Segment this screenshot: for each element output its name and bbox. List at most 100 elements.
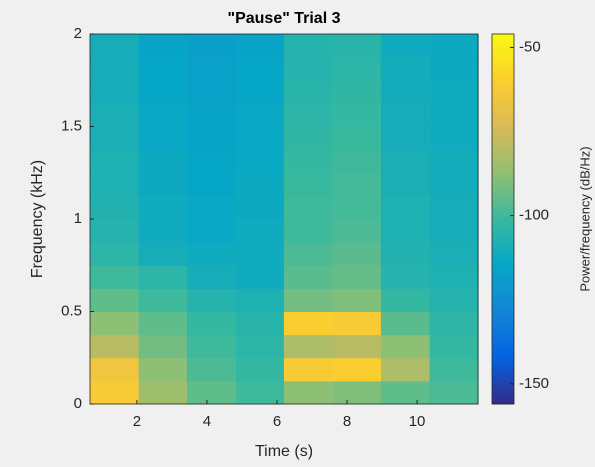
heatmap-cell bbox=[429, 34, 479, 58]
heatmap-cell bbox=[186, 288, 236, 312]
heatmap-cell bbox=[89, 288, 139, 312]
heatmap-cell bbox=[283, 172, 333, 197]
colorbar-segment bbox=[492, 176, 514, 179]
colorbar-segment bbox=[492, 272, 514, 275]
colorbar-segment bbox=[492, 220, 514, 223]
heatmap-cell bbox=[332, 357, 382, 382]
colorbar-segment bbox=[492, 134, 514, 137]
heatmap-cell bbox=[235, 265, 285, 289]
colorbar-segment bbox=[492, 88, 514, 91]
heatmap-cell bbox=[429, 288, 479, 312]
colorbar-segment bbox=[492, 104, 514, 107]
heatmap-cell bbox=[332, 172, 382, 197]
heatmap-cell bbox=[332, 103, 382, 127]
heatmap-cell bbox=[89, 242, 139, 266]
heatmap-cell bbox=[283, 80, 333, 104]
colorbar-segment bbox=[492, 300, 514, 303]
colorbar-segment bbox=[492, 228, 514, 231]
heatmap-cell bbox=[380, 126, 430, 151]
y-tick-label: 0 bbox=[74, 395, 82, 412]
colorbar-segment bbox=[492, 354, 514, 357]
heatmap-cell bbox=[89, 311, 139, 336]
colorbar-segment bbox=[492, 264, 514, 267]
colorbar-segment bbox=[492, 292, 514, 295]
colorbar-segment bbox=[492, 130, 514, 133]
colorbar-segment bbox=[492, 308, 514, 311]
colorbar-segment bbox=[492, 40, 514, 43]
colorbar-segment bbox=[492, 374, 514, 377]
heatmap-cell bbox=[138, 103, 188, 127]
heatmap-cell bbox=[138, 172, 188, 197]
colorbar-segment bbox=[492, 378, 514, 381]
heatmap-cell bbox=[138, 288, 188, 312]
colorbar-segment bbox=[492, 162, 514, 165]
heatmap-cell bbox=[89, 80, 139, 104]
heatmap-cell bbox=[429, 311, 479, 336]
heatmap-cell bbox=[89, 172, 139, 197]
colorbar-segment bbox=[492, 118, 514, 121]
colorbar-segment bbox=[492, 326, 514, 329]
colorbar-segment bbox=[492, 48, 514, 51]
colorbar-segment bbox=[492, 346, 514, 349]
heatmap-cell bbox=[283, 103, 333, 127]
colorbar-segment bbox=[492, 144, 514, 147]
heatmap-cell bbox=[332, 380, 382, 405]
heatmap-cell bbox=[235, 172, 285, 197]
x-axis-label: Time (s) bbox=[255, 443, 313, 460]
heatmap-cell bbox=[380, 219, 430, 243]
heatmap-cell bbox=[380, 80, 430, 104]
colorbar-segment bbox=[492, 320, 514, 323]
colorbar-segment bbox=[492, 386, 514, 389]
heatmap-cell bbox=[235, 357, 285, 382]
heatmap-cell bbox=[235, 34, 285, 58]
chart-title: "Pause" Trial 3 bbox=[227, 10, 340, 27]
colorbar-segment bbox=[492, 352, 514, 355]
colorbar-segment bbox=[492, 252, 514, 255]
colorbar-segment bbox=[492, 206, 514, 209]
colorbar-segment bbox=[492, 356, 514, 359]
heatmap-cell bbox=[332, 311, 382, 336]
colorbar-segment bbox=[492, 148, 514, 151]
colorbar-segment bbox=[492, 150, 514, 153]
heatmap-cell bbox=[89, 334, 139, 359]
heatmap-cell bbox=[89, 357, 139, 382]
colorbar-segment bbox=[492, 160, 514, 163]
colorbar-segment bbox=[492, 98, 514, 101]
colorbar-segment bbox=[492, 84, 514, 87]
colorbar-segment bbox=[492, 364, 514, 367]
colorbar-segment bbox=[492, 172, 514, 175]
colorbar-segment bbox=[492, 312, 514, 315]
colorbar-segment bbox=[492, 376, 514, 379]
colorbar-segment bbox=[492, 256, 514, 259]
colorbar-segment bbox=[492, 132, 514, 135]
heatmap-cell bbox=[332, 219, 382, 243]
colorbar-segment bbox=[492, 310, 514, 313]
heatmap-cell bbox=[429, 57, 479, 81]
colorbar-segment bbox=[492, 240, 514, 243]
heatmap-cell bbox=[283, 242, 333, 266]
x-tick-label: 6 bbox=[273, 413, 281, 430]
heatmap-cell bbox=[283, 380, 333, 405]
heatmap-cell bbox=[429, 149, 479, 174]
colorbar-segment bbox=[492, 334, 514, 337]
heatmap-cell bbox=[186, 265, 236, 289]
heatmap-cell bbox=[332, 57, 382, 81]
colorbar-segment bbox=[492, 212, 514, 215]
y-tick-label: 1.5 bbox=[61, 117, 82, 134]
heatmap-cell bbox=[235, 242, 285, 266]
colorbar-segment bbox=[492, 46, 514, 49]
heatmap-cell bbox=[283, 334, 333, 359]
colorbar-segment bbox=[492, 214, 514, 217]
colorbar-segment bbox=[492, 182, 514, 185]
heatmap-cell bbox=[283, 311, 333, 336]
heatmap-cell bbox=[332, 149, 382, 174]
heatmap-cell bbox=[186, 334, 236, 359]
colorbar-segment bbox=[492, 36, 514, 39]
heatmap-cell bbox=[429, 334, 479, 359]
colorbar-segment bbox=[492, 306, 514, 309]
heatmap-cell bbox=[235, 334, 285, 359]
heatmap-cell bbox=[138, 265, 188, 289]
heatmap-cell bbox=[380, 103, 430, 127]
heatmap-cell bbox=[138, 311, 188, 336]
heatmap-cell bbox=[89, 265, 139, 289]
